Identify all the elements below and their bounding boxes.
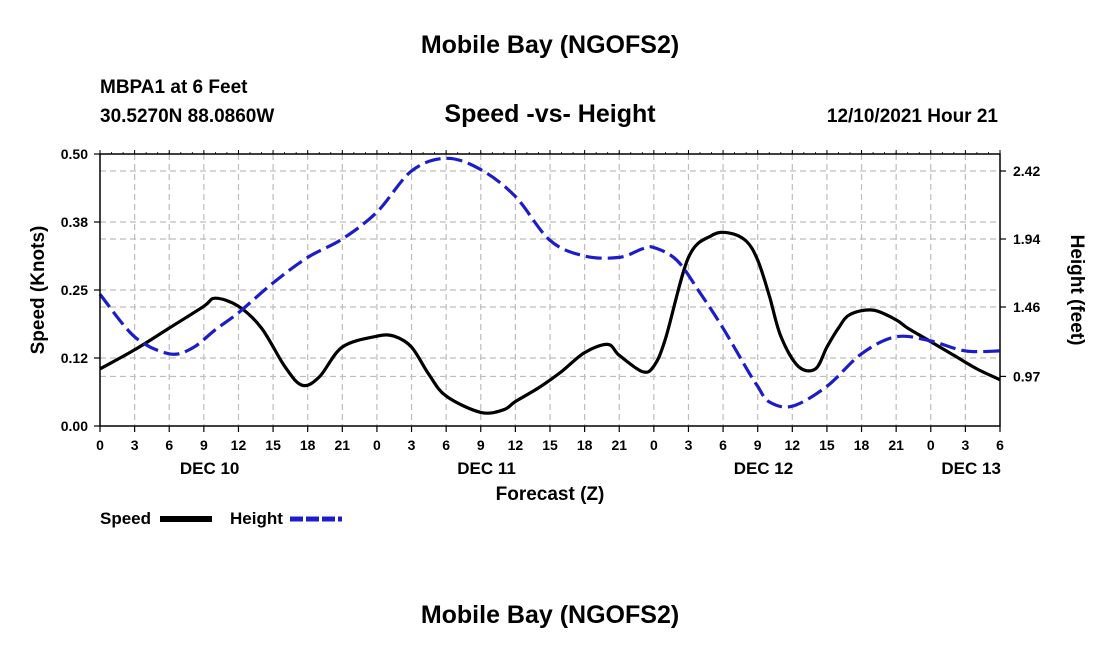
legend-speed-swatch [160,516,212,522]
x-tick-label: 9 [200,437,208,453]
x-tick-label: 12 [508,437,524,453]
x-tick-label: 6 [996,437,1004,453]
x-tick-label: 21 [888,437,904,453]
x-axis-title: Forecast (Z) [496,484,605,505]
date-label: DEC 10 [180,459,240,478]
station-name: MBPA1 at 6 Feet [100,77,248,98]
axis-labels: 0 3 6 9 12 15 18 21 0 3 6 9 12 15 18 21 0 3 6 9 12 15 18 21 0 3 6 0… [28,146,1087,505]
x-tick-label: 12 [231,437,247,453]
x-tick-label: 9 [477,437,485,453]
x-tick-label: 15 [819,437,835,453]
legend-height-label: Height [230,509,283,528]
height-series-line [98,156,1001,409]
y-tick-label: 0.25 [61,282,88,298]
page-title: Mobile Bay (NGOFS2) [420,31,680,59]
x-tick-label: 15 [265,437,281,453]
x-tick-label: 9 [754,437,762,453]
legend-height-swatch [290,516,342,522]
x-tick-label: 0 [650,437,658,453]
y-axis-title: Speed (Knots) [28,226,49,355]
series [98,156,1001,415]
x-tick-label: 0 [96,437,104,453]
station-coordinates: 30.5270N 88.0860W [100,106,275,127]
grid [100,154,1000,426]
y-tick-label: 0.00 [61,418,88,434]
page-title-bottom: Mobile Bay (NGOFS2) [420,601,680,629]
x-tick-label: 15 [542,437,558,453]
date-label: DEC 12 [734,459,794,478]
x-tick-label: 3 [131,437,139,453]
y-right-tick-label: 1.46 [1013,299,1040,315]
x-tick-label: 0 [373,437,381,453]
forecast-timestamp: 12/10/2021 Hour 21 [826,106,998,127]
x-tick-label: 3 [408,437,416,453]
y-right-tick-label: 1.94 [1013,231,1040,247]
x-tick-label: 18 [854,437,870,453]
y-tick-label: 0.12 [61,350,88,366]
x-tick-label: 3 [685,437,693,453]
y-right-tick-label: 0.97 [1013,368,1040,384]
x-tick-label: 6 [719,437,727,453]
x-tick-label: 18 [300,437,316,453]
x-tick-label: 21 [611,437,627,453]
y-tick-label: 0.38 [61,214,88,230]
legend-speed-label: Speed [100,509,152,528]
y-right-tick-label: 2.42 [1013,163,1040,179]
y-tick-label: 0.50 [61,146,88,162]
chart-subtitle: Speed -vs- Height [444,100,656,128]
date-label: DEC 11 [457,459,516,478]
plot-frame [99,153,1001,427]
x-tick-label: 0 [927,437,935,453]
x-tick-label: 12 [785,437,801,453]
x-tick-label: 6 [442,437,450,453]
date-label: DEC 13 [941,459,1001,478]
x-tick-label: 18 [577,437,593,453]
speed-series-line [99,230,1001,415]
y-axis-title-right: Height (feet) [1066,235,1087,346]
x-tick-label: 21 [335,437,351,453]
x-tick-label: 3 [961,437,969,453]
x-tick-label: 6 [165,437,173,453]
